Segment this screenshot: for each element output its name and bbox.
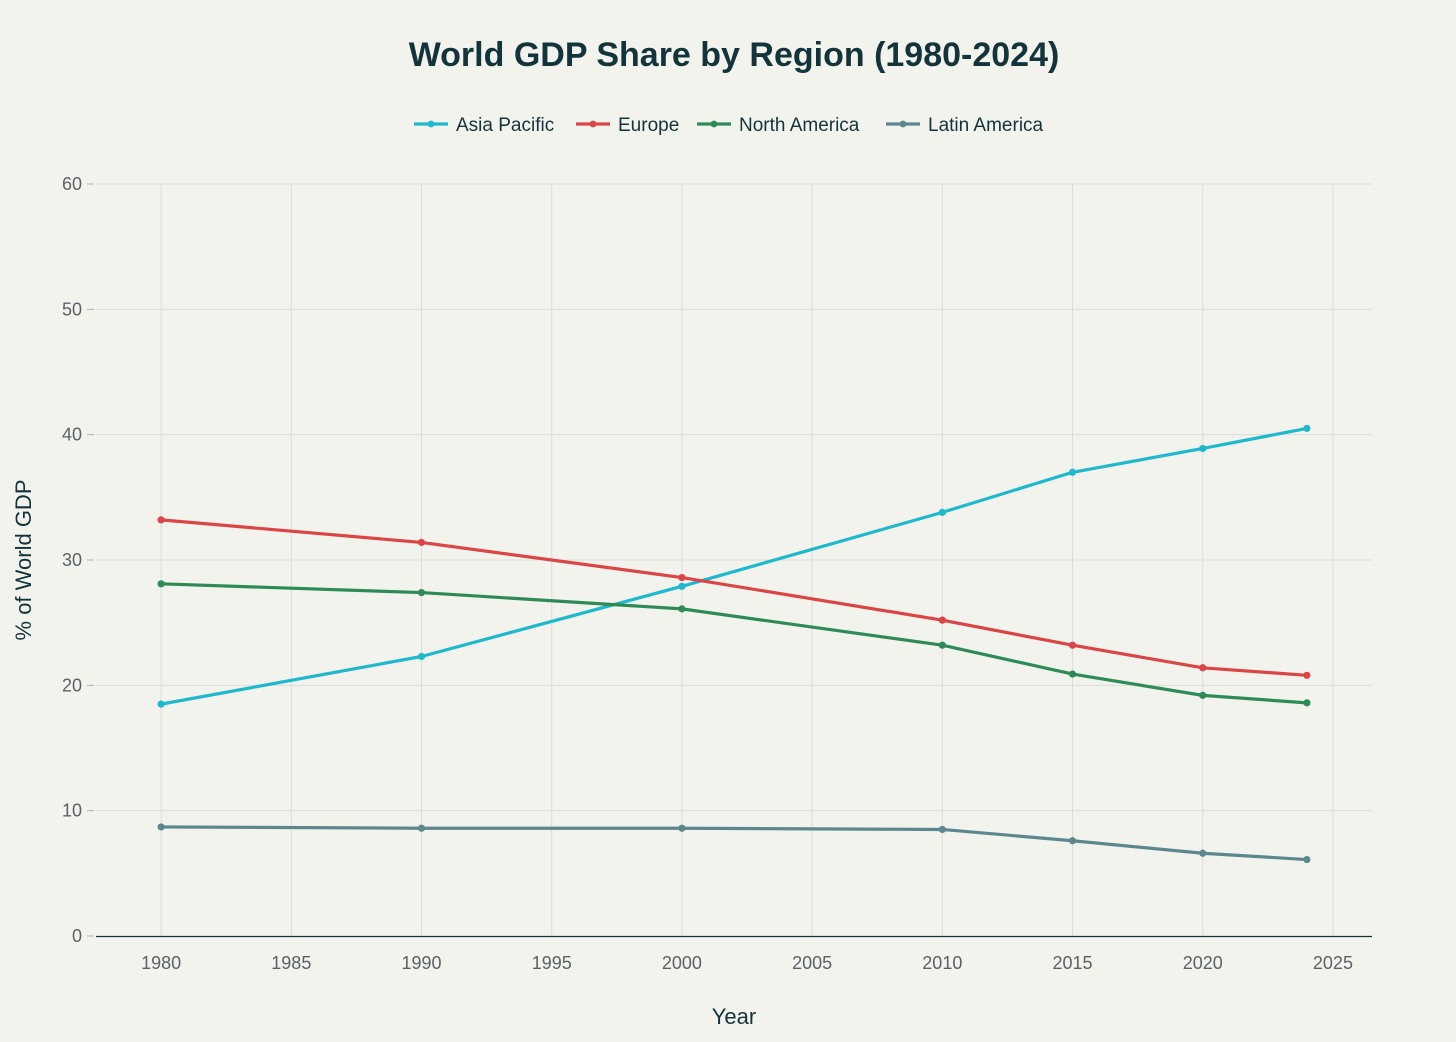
legend-label-north-america: North America <box>739 115 860 136</box>
data-point-latin-america <box>1068 837 1077 845</box>
data-point-asia-pacific <box>938 508 946 516</box>
series-line-asia-pacific <box>160 426 1308 706</box>
legend-label-latin-america: Latin America <box>928 115 1044 136</box>
x-axis-label: Year <box>712 1004 756 1029</box>
data-point-europe <box>1199 664 1207 672</box>
data-point-asia-pacific <box>157 700 165 708</box>
data-point-north-america <box>1303 699 1311 707</box>
x-tick-label: 2020 <box>1183 953 1223 973</box>
data-point-latin-america <box>938 825 946 834</box>
data-point-north-america <box>157 580 165 588</box>
legend-marker-north-america <box>710 120 718 128</box>
legend-label-europe: Europe <box>618 115 679 136</box>
x-tick-label: 1995 <box>532 953 572 973</box>
data-point-latin-america <box>417 824 426 832</box>
data-point-latin-america <box>157 823 165 831</box>
x-axis-ticks: 1980 1985 1990 1995 2000 2005 2010 2015 2020 2025 <box>141 953 1353 973</box>
y-axis-ticks: 0 10 20 30 40 50 60 <box>62 174 94 946</box>
data-point-asia-pacific <box>1303 424 1311 432</box>
legend-marker-asia-pacific <box>427 120 435 128</box>
legend-marker-europe <box>589 120 597 128</box>
x-tick-label: 1980 <box>141 953 181 973</box>
series-line-europe <box>160 518 1308 677</box>
data-point-asia-pacific <box>1199 444 1207 453</box>
series-group <box>157 424 1311 864</box>
legend-marker-latin-america <box>899 120 907 128</box>
data-point-latin-america <box>678 824 686 832</box>
data-point-latin-america <box>1199 849 1207 857</box>
data-point-north-america <box>938 641 946 649</box>
data-point-latin-america <box>1303 855 1311 864</box>
chart-title: World GDP Share by Region (1980-2024) <box>409 36 1060 74</box>
x-tick-label: 2005 <box>792 953 832 973</box>
y-tick-label: 40 <box>62 425 82 445</box>
data-point-north-america <box>417 588 426 597</box>
series-line-latin-america <box>161 825 1307 862</box>
data-point-asia-pacific <box>678 582 686 590</box>
data-point-europe <box>678 573 686 582</box>
y-tick-label: 10 <box>62 801 82 821</box>
data-point-asia-pacific <box>1068 468 1077 476</box>
y-tick-label: 30 <box>62 550 82 570</box>
grid <box>96 183 1372 936</box>
data-point-north-america <box>1068 670 1077 678</box>
data-point-europe <box>1303 671 1311 679</box>
data-point-europe <box>938 616 946 624</box>
y-tick-label: 60 <box>62 174 82 194</box>
data-point-europe <box>417 538 426 547</box>
x-tick-label: 1985 <box>271 953 311 973</box>
y-tick-label: 50 <box>62 299 82 319</box>
x-tick-label: 2010 <box>922 953 962 973</box>
y-tick-label: 20 <box>62 675 82 695</box>
x-tick-label: 2025 <box>1313 953 1353 973</box>
data-point-north-america <box>1199 691 1207 699</box>
data-point-europe <box>1068 641 1077 649</box>
y-axis-label: % of World GDP <box>11 480 36 641</box>
data-point-asia-pacific <box>417 652 426 661</box>
legend-label-asia-pacific: Asia Pacific <box>456 115 554 136</box>
x-tick-label: 2015 <box>1053 953 1093 973</box>
y-tick-label: 0 <box>72 926 82 946</box>
x-tick-label: 2000 <box>662 953 702 973</box>
legend: Asia Pacific Europe North America Latin Ame… <box>414 115 1044 136</box>
x-tick-label: 1990 <box>401 953 441 973</box>
data-point-north-america <box>678 605 686 613</box>
data-point-europe <box>157 516 165 524</box>
